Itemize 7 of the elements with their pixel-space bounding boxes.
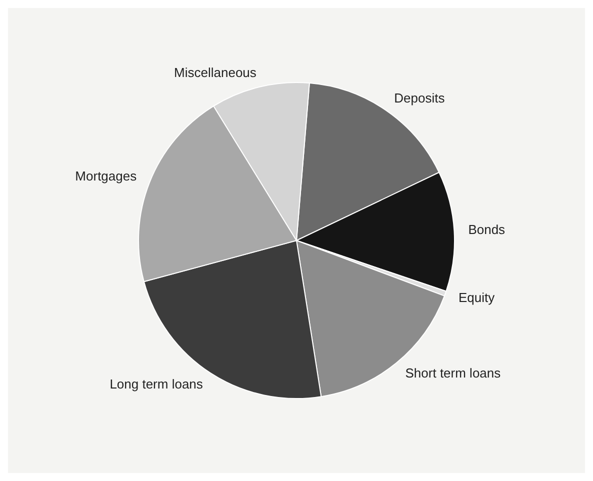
slice-label: Equity: [458, 290, 496, 305]
slice-label: Short term loans: [405, 365, 502, 380]
slice-label: Miscellaneous: [174, 64, 257, 80]
slice-label: Bonds: [468, 222, 506, 237]
slice-label: Mortgages: [75, 168, 138, 184]
slice-label: Deposits: [394, 90, 446, 106]
slice-label: Long term loans: [110, 376, 204, 392]
